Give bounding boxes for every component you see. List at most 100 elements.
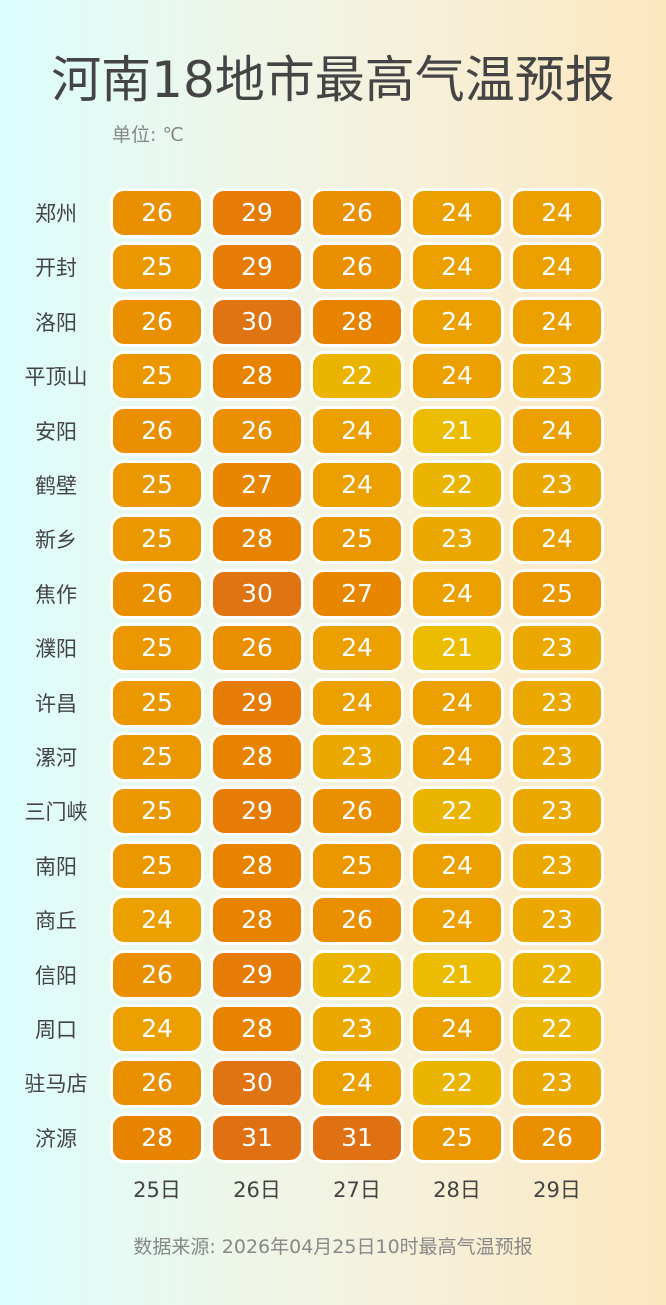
heatmap-cell: 25: [310, 840, 404, 891]
heatmap-cell: 29: [210, 188, 304, 238]
heatmap-cell: 21: [410, 623, 504, 674]
heatmap-cell: 28: [210, 840, 304, 891]
heatmap-cell: 23: [310, 732, 404, 782]
row-label: 南阳: [35, 854, 77, 879]
heatmap-cell: 24: [110, 1004, 204, 1054]
row-label: 安阳: [35, 419, 77, 444]
row-label: 济源: [35, 1126, 77, 1151]
heatmap-cell: 24: [510, 405, 604, 456]
heatmap-cell: 26: [110, 949, 204, 1000]
heatmap-cell: 31: [310, 1112, 404, 1163]
heatmap-cell: 23: [510, 732, 604, 782]
heatmap-cell: 27: [210, 460, 304, 510]
column-label: 28日: [433, 1178, 481, 1202]
row-label: 新乡: [35, 528, 77, 553]
heatmap-cell: 28: [210, 732, 304, 782]
unit-label: 单位: ℃: [112, 124, 184, 146]
heatmap-cell: 25: [110, 786, 204, 837]
row-label: 开封: [35, 256, 77, 281]
heatmap-cell: 24: [310, 677, 404, 728]
heatmap-cell: 24: [510, 242, 604, 293]
heatmap-cell: 27: [310, 568, 404, 619]
heatmap-cell: 24: [310, 405, 404, 456]
heatmap-cell: 26: [310, 786, 404, 837]
heatmap-cell: 24: [410, 296, 504, 347]
row-label: 商丘: [35, 909, 77, 934]
heatmap-cell: 24: [110, 895, 204, 946]
row-label: 濮阳: [35, 637, 77, 662]
heatmap-cell: 23: [510, 1058, 604, 1109]
heatmap-cell: 24: [410, 351, 504, 402]
column-label: 29日: [533, 1178, 581, 1202]
heatmap-cell: 25: [110, 351, 204, 402]
heatmap-cell: 24: [410, 895, 504, 946]
heatmap-cell: 22: [510, 949, 604, 1000]
heatmap-cell: 24: [410, 188, 504, 238]
heatmap-cell: 26: [110, 405, 204, 456]
heatmap-cell: 25: [110, 242, 204, 293]
column-label: 25日: [133, 1178, 181, 1202]
heatmap-cell: 26: [510, 1112, 604, 1163]
column-label: 27日: [333, 1178, 381, 1202]
heatmap-cell: 24: [410, 732, 504, 782]
heatmap-cell: 23: [510, 840, 604, 891]
heatmap-cell: 22: [510, 1004, 604, 1054]
heatmap-cell: 24: [310, 623, 404, 674]
heatmap-cell: 26: [310, 242, 404, 293]
heatmap-cell: 23: [510, 351, 604, 402]
heatmap-cell: 25: [110, 460, 204, 510]
heatmap-cell: 24: [410, 1004, 504, 1054]
heatmap-cell: 25: [310, 514, 404, 565]
heatmap-cell: 24: [410, 840, 504, 891]
data-source: 数据来源: 2026年04月25日10时最高气温预报: [133, 1236, 533, 1258]
heatmap-cell: 25: [110, 623, 204, 674]
row-label: 郑州: [35, 202, 77, 226]
row-label: 洛阳: [35, 310, 77, 335]
heatmap-cell: 24: [310, 1058, 404, 1109]
heatmap-cell: 31: [210, 1112, 304, 1163]
heatmap-cell: 24: [410, 677, 504, 728]
heatmap-cell: 22: [410, 1058, 504, 1109]
heatmap-cell: 30: [210, 296, 304, 347]
heatmap-cell: 26: [310, 188, 404, 238]
heatmap-cell: 22: [410, 786, 504, 837]
heatmap-cell: 30: [210, 1058, 304, 1109]
heatmap-cell: 25: [110, 514, 204, 565]
row-label: 信阳: [35, 963, 77, 988]
heatmap-cell: 30: [210, 568, 304, 619]
heatmap-cell: 22: [310, 949, 404, 1000]
heatmap-cell: 23: [510, 677, 604, 728]
row-label: 鹤壁: [35, 474, 77, 498]
heatmap-cell: 28: [210, 351, 304, 402]
chart-title: 河南18地市最高气温预报: [51, 51, 615, 109]
heatmap-cell: 26: [210, 405, 304, 456]
row-label: 焦作: [35, 582, 77, 607]
heatmap-cell: 25: [110, 677, 204, 728]
heatmap-cell: 23: [410, 514, 504, 565]
heatmap-cell: 23: [510, 895, 604, 946]
heatmap-cell: 29: [210, 677, 304, 728]
heatmap-cell: 25: [510, 568, 604, 619]
column-label: 26日: [233, 1178, 281, 1202]
heatmap-cell: 24: [510, 514, 604, 565]
row-label: 漯河: [35, 746, 77, 770]
heatmap-cell: 26: [310, 895, 404, 946]
heatmap-cell: 29: [210, 786, 304, 837]
heatmap-cell: 26: [110, 1058, 204, 1109]
heatmap-cell: 23: [510, 460, 604, 510]
heatmap-cell: 26: [110, 568, 204, 619]
row-label: 平顶山: [24, 365, 88, 390]
heatmap-cell: 25: [110, 732, 204, 782]
heatmap-cell: 22: [410, 460, 504, 510]
heatmap-cell: 28: [210, 1004, 304, 1054]
heatmap-cell: 26: [210, 623, 304, 674]
heatmap-cell: 29: [210, 242, 304, 293]
heatmap-cell: 24: [410, 568, 504, 619]
heatmap-cell: 21: [410, 405, 504, 456]
heatmap-cell: 23: [510, 623, 604, 674]
heatmap-cell: 24: [510, 188, 604, 238]
heatmap-cell: 28: [210, 895, 304, 946]
heatmap-cell: 28: [310, 296, 404, 347]
row-label: 驻马店: [24, 1072, 88, 1097]
heatmap-cell: 25: [110, 840, 204, 891]
